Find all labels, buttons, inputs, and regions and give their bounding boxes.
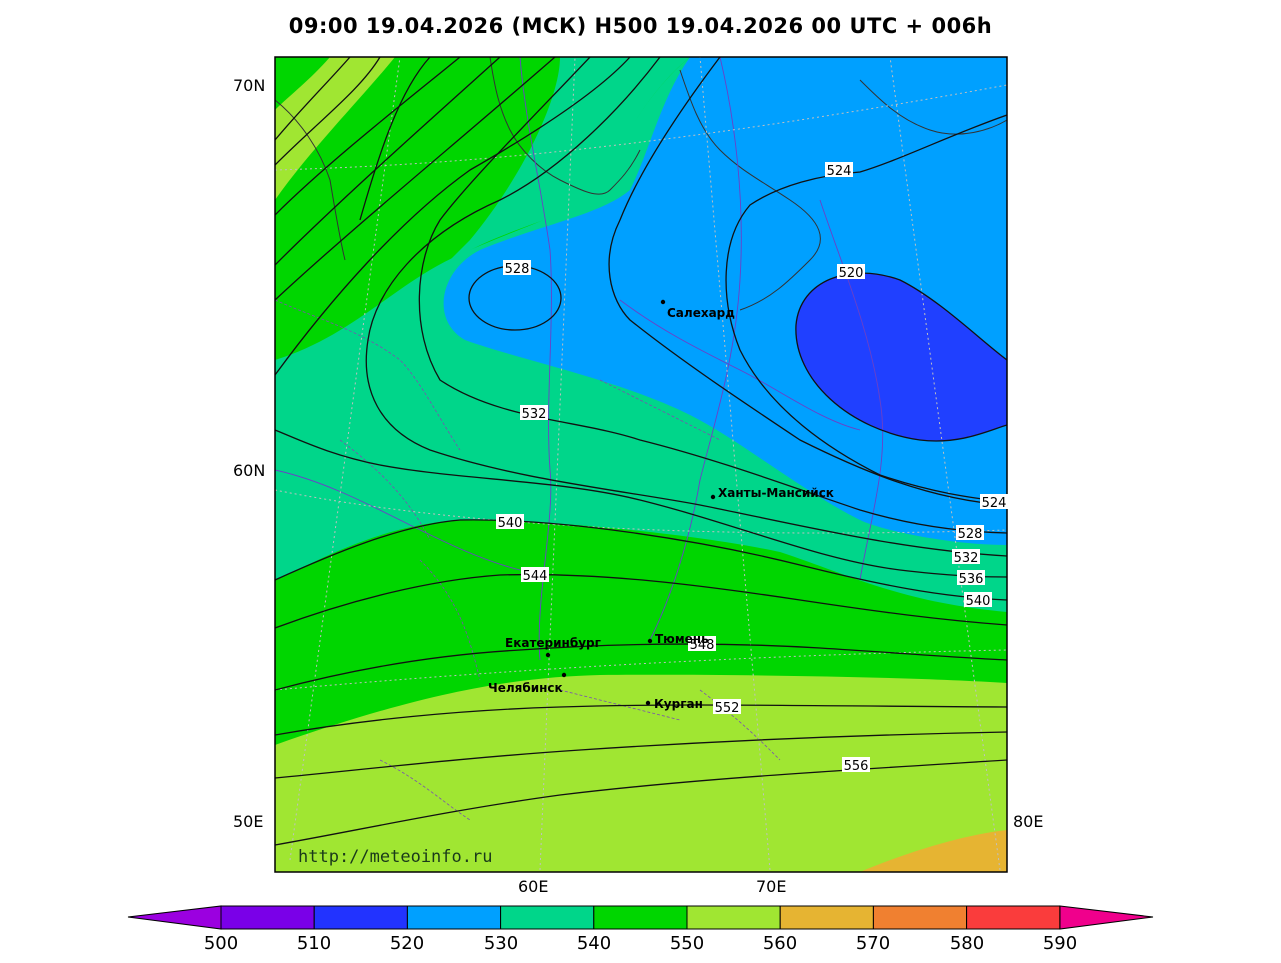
colorbar-tick: 540	[577, 933, 611, 954]
height-fields	[275, 57, 1007, 872]
map-frame	[274, 56, 1008, 873]
lon-label-60e: 60E	[518, 877, 548, 896]
lon-label-50e: 50E	[233, 812, 263, 831]
zone-540-lobe	[440, 57, 690, 270]
contour-544	[275, 573, 1007, 629]
contour-540	[275, 519, 1007, 601]
contour-552	[275, 704, 1007, 736]
zone-520	[795, 273, 1007, 442]
colorbar-tick: 500	[204, 933, 238, 954]
contour-528-main	[608, 57, 1007, 506]
zone-550-topleft-inner	[275, 57, 330, 110]
contour-524	[725, 114, 1007, 503]
contour-532	[275, 57, 431, 221]
city-yekaterinburg: Екатеринбург	[505, 636, 601, 650]
contour-label: 544	[523, 569, 548, 584]
colorbar-ticks: 500 510 520 530 540 550 560 570 580 590	[204, 933, 1077, 954]
contour-536	[275, 57, 631, 376]
contour-label: 520	[839, 266, 864, 281]
river-lines	[275, 57, 884, 661]
zone-560-topleft	[275, 57, 395, 200]
lat-label-70n: 70N	[233, 76, 265, 95]
colorbar-tick: 590	[1043, 933, 1077, 954]
contour-label: 548	[690, 638, 715, 653]
contour-label: 532	[954, 551, 979, 566]
cities: Салехард Ханты-Мансийск Екатеринбург Тюм…	[488, 299, 834, 711]
contour-532-main	[365, 57, 1007, 557]
contour-labels: 528 524 520 532 540 544 548 552 556 524 …	[496, 162, 1008, 774]
contour-label: 536	[959, 572, 984, 587]
contour-560	[275, 759, 1007, 846]
contour-lines	[275, 57, 1007, 846]
colorbar-tick: 510	[297, 933, 331, 954]
colorbar-tick: 530	[484, 933, 518, 954]
watermark-url: http://meteoinfo.ru	[298, 847, 492, 867]
axis-labels: 70N 60N 50E 80E 60E 70E	[233, 76, 1043, 896]
contour-556	[275, 731, 1007, 779]
colorbar-tick: 520	[390, 933, 424, 954]
map-title: 09:00 19.04.2026 (МСК) H500 19.04.2026 0…	[288, 14, 993, 38]
lon-label-80e: 80E	[1013, 812, 1043, 831]
lon-label-70e: 70E	[756, 877, 786, 896]
city-kurgan: Курган	[654, 697, 703, 711]
zone-570	[860, 830, 1007, 872]
contour-label: 524	[982, 496, 1007, 511]
colorbar	[127, 905, 1154, 930]
city-tyumen: Тюмень	[655, 632, 709, 646]
contour-label: 532	[522, 407, 547, 422]
graticule	[275, 57, 1007, 871]
contour-label: 540	[966, 594, 991, 609]
city-chelyabinsk: Челябинск	[488, 681, 563, 695]
colorbar-tick: 570	[856, 933, 890, 954]
contour-label: 540	[498, 516, 523, 531]
colorbar-tick: 550	[670, 933, 704, 954]
contour-548	[275, 643, 1007, 691]
contour-label: 556	[844, 759, 869, 774]
coastline	[275, 57, 1007, 311]
contour-label: 552	[715, 701, 740, 716]
contour-536-main	[275, 429, 1007, 578]
city-salekhard: Салехард	[667, 306, 735, 320]
colorbar-tick: 560	[763, 933, 797, 954]
contour-label: 528	[958, 527, 983, 542]
lat-label-60n: 60N	[233, 461, 265, 480]
contour-label: 528	[505, 262, 530, 277]
city-khanty-mansiysk: Ханты-Мансийск	[718, 486, 834, 500]
contour-label: 524	[827, 164, 852, 179]
contour-520	[795, 272, 1007, 442]
colorbar-tick: 580	[950, 933, 984, 954]
